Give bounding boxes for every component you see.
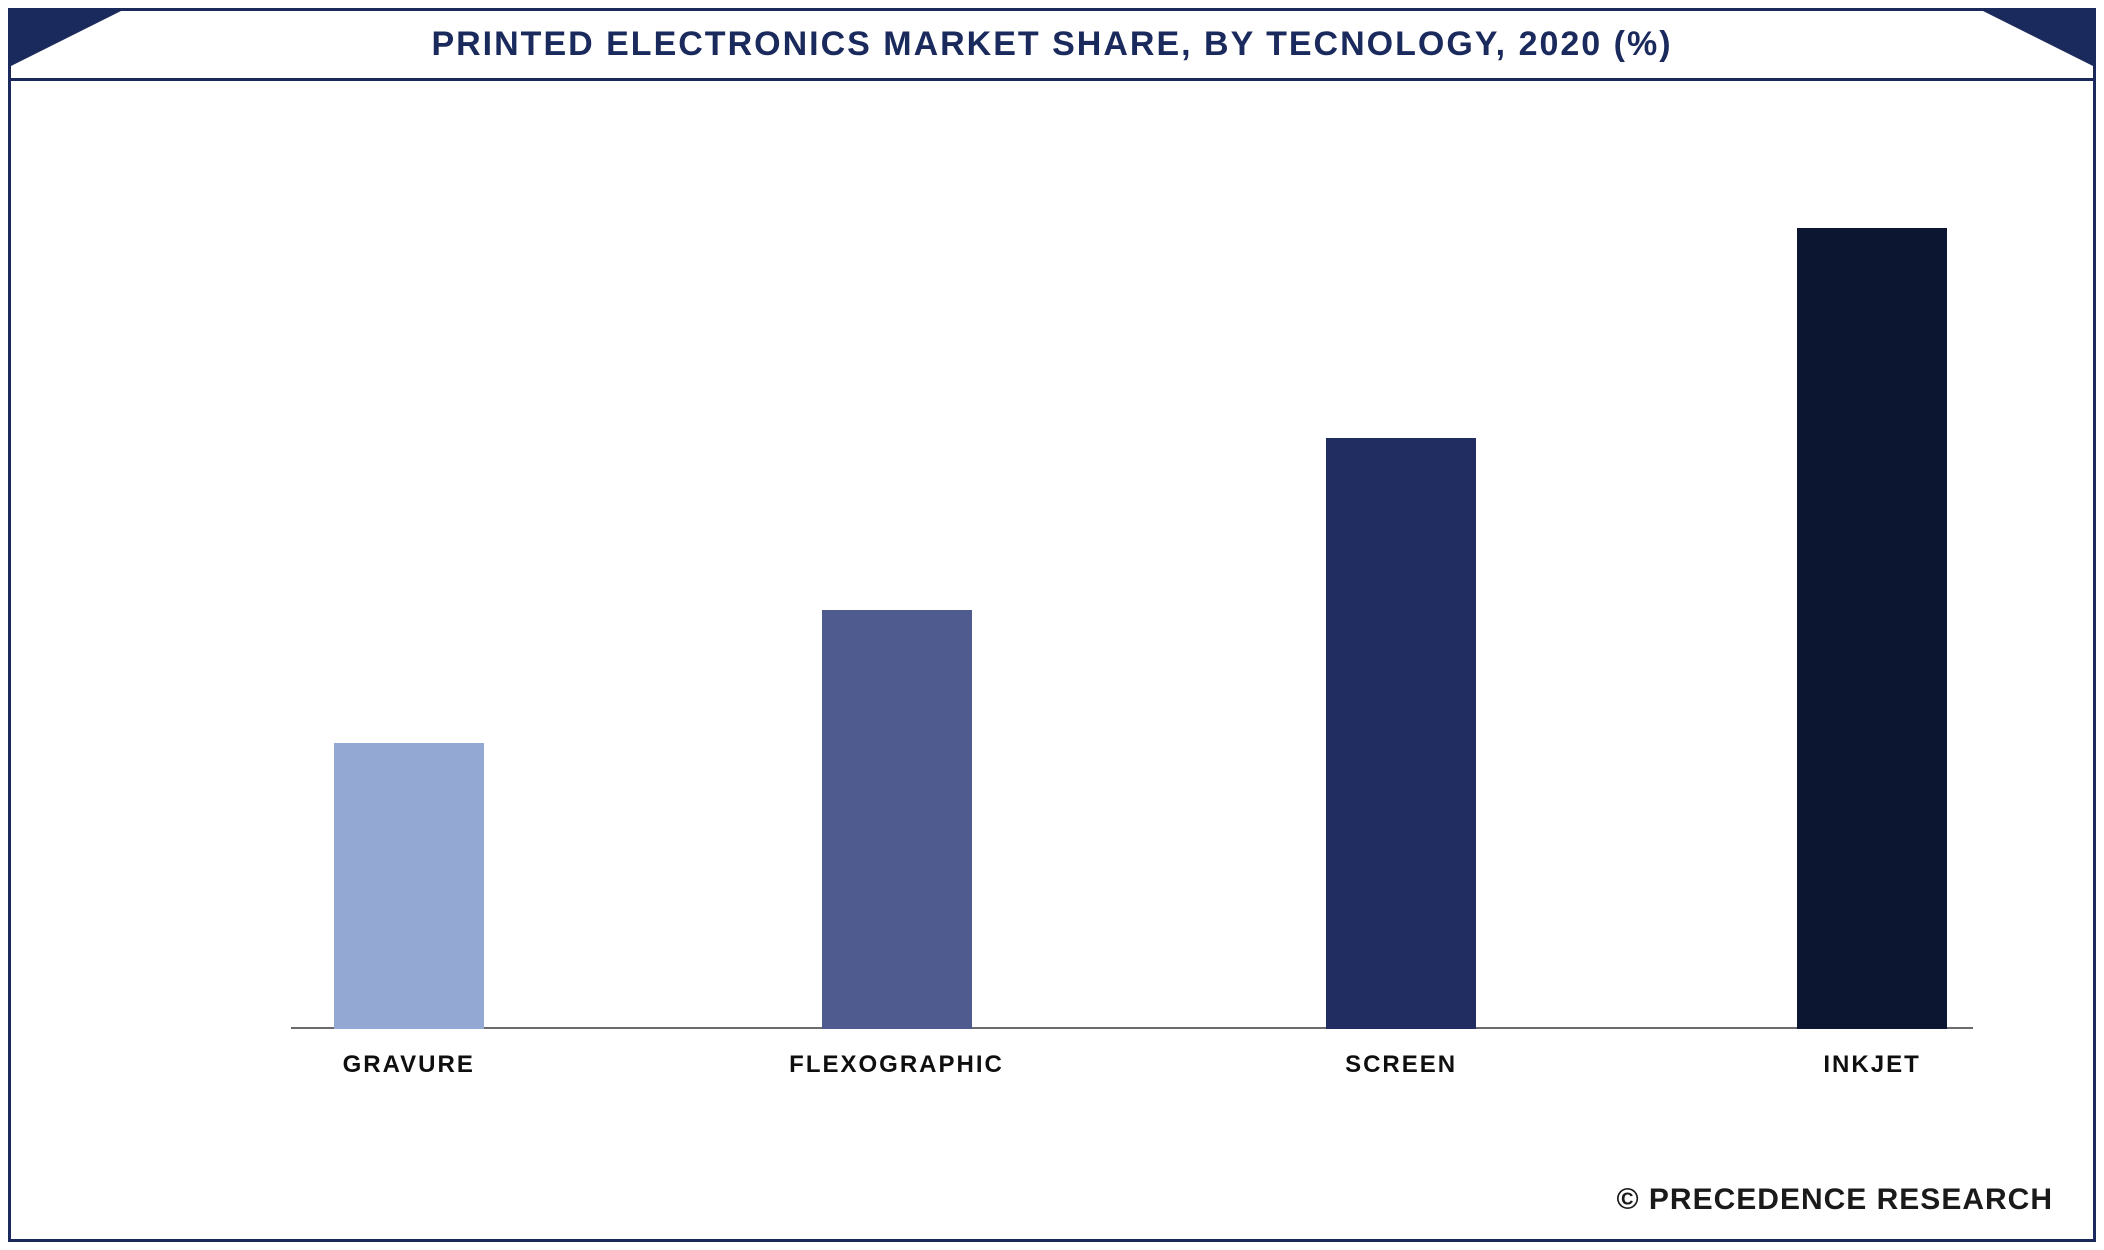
x-axis-label: FLEXOGRAPHIC: [747, 1051, 1047, 1079]
plot-region: GRAVUREFLEXOGRAPHICSCREENINKJET: [291, 171, 1973, 1029]
x-axis-label: INKJET: [1722, 1051, 2022, 1079]
x-axis-label: SCREEN: [1251, 1051, 1551, 1079]
x-axis-label: GRAVURE: [259, 1051, 559, 1079]
title-bar: PRINTED ELECTRONICS MARKET SHARE, BY TEC…: [11, 11, 2093, 81]
bar-gravure: [334, 743, 484, 1029]
chart-container: PRINTED ELECTRONICS MARKET SHARE, BY TEC…: [8, 8, 2096, 1242]
corner-decoration-top-left: [11, 11, 121, 66]
chart-title: PRINTED ELECTRONICS MARKET SHARE, BY TEC…: [431, 25, 1672, 64]
bar-screen: [1326, 438, 1476, 1029]
chart-area: GRAVURE FLEXOGRAPHIC SCREEN INKJET: [71, 131, 2033, 1109]
bar-inkjet: [1797, 228, 1947, 1029]
corner-decoration-top-right: [1983, 11, 2093, 66]
bar-flexographic: [822, 610, 972, 1029]
attribution-text: © PRECEDENCE RESEARCH: [1616, 1183, 2053, 1217]
x-axis-baseline: [291, 1027, 1973, 1029]
